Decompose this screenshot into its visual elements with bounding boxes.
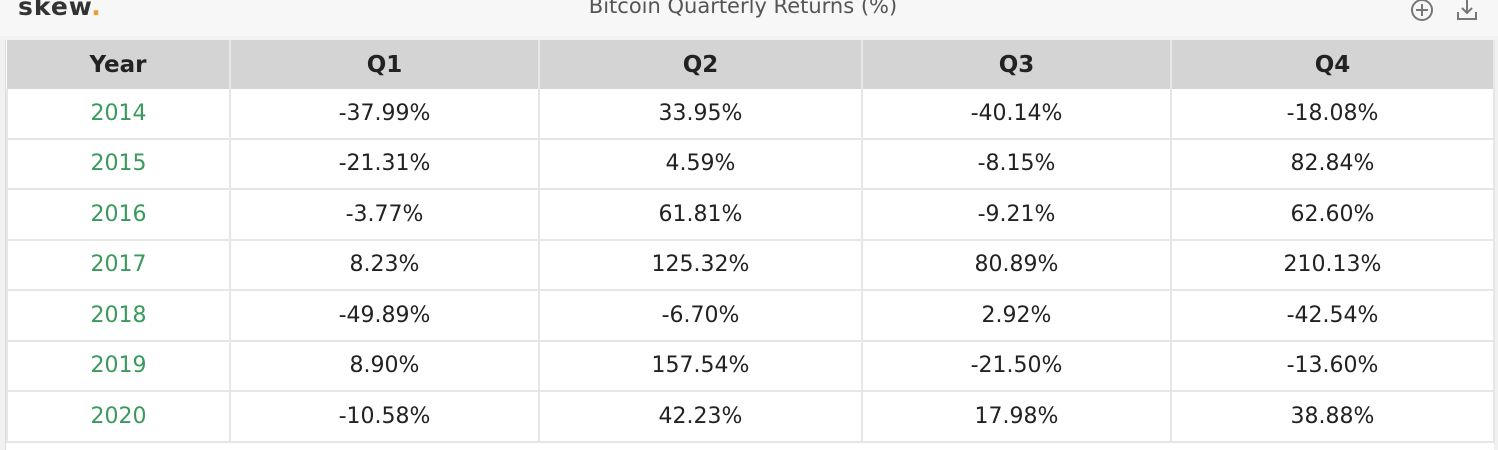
column-header: Q4 — [1171, 40, 1495, 89]
table-row: 2020 -10.58% 42.23% 17.98% 38.88% — [6, 391, 1495, 443]
return-cell: -18.08% — [1170, 89, 1495, 140]
return-cell: 210.13% — [1170, 239, 1495, 291]
return-cell: -42.54% — [1170, 290, 1495, 342]
add-icon[interactable] — [1411, 0, 1433, 21]
year-cell: 2014 — [6, 89, 231, 140]
return-cell: -21.31% — [229, 138, 540, 190]
return-cell: 8.23% — [229, 239, 540, 291]
column-header: Q2 — [539, 40, 863, 89]
return-cell: 157.54% — [538, 340, 863, 392]
return-cell: 82.84% — [1170, 138, 1495, 190]
table-row: 2019 8.90% 157.54% -21.50% -13.60% — [6, 340, 1495, 392]
return-cell: -37.99% — [229, 89, 540, 140]
return-cell: -40.14% — [861, 89, 1172, 140]
return-cell: 4.59% — [538, 138, 863, 190]
logo-name: skew — [18, 0, 92, 21]
toolbar-icons — [1411, 0, 1477, 21]
logo[interactable]: skew. — [18, 0, 102, 21]
year-cell: 2017 — [6, 239, 231, 291]
return-cell: -9.21% — [861, 189, 1172, 241]
return-cell: 61.81% — [538, 189, 863, 241]
year-cell: 2020 — [6, 391, 231, 443]
year-cell: 2016 — [6, 189, 231, 241]
year-cell: 2018 — [6, 290, 231, 342]
download-icon[interactable] — [1457, 0, 1477, 20]
returns-table: Year Q1 Q2 Q3 Q4 2014 -37.99% 33.95% -40.14% -18… — [6, 40, 1495, 443]
return-cell: -3.77% — [229, 189, 540, 241]
return-cell: -49.89% — [229, 290, 540, 342]
return-cell: -8.15% — [861, 138, 1172, 190]
return-cell: 38.88% — [1170, 391, 1495, 443]
toolbar: skew. Bitcoin Quarterly Returns (%) — [0, 0, 1498, 36]
chart-title: Bitcoin Quarterly Returns (%) — [588, 0, 898, 18]
table-container: Year Q1 Q2 Q3 Q4 2014 -37.99% 33.95% -40.14% -18… — [5, 40, 1495, 450]
table-row: 2018 -49.89% -6.70% 2.92% -42.54% — [6, 290, 1495, 342]
return-cell: 17.98% — [861, 391, 1172, 443]
table-row: 2016 -3.77% 61.81% -9.21% 62.60% — [6, 189, 1495, 241]
logo-dot: . — [91, 0, 102, 21]
table-row: 2015 -21.31% 4.59% -8.15% 82.84% — [6, 138, 1495, 190]
return-cell: -13.60% — [1170, 340, 1495, 392]
return-cell: -6.70% — [538, 290, 863, 342]
table-row: 2017 8.23% 125.32% 80.89% 210.13% — [6, 239, 1495, 291]
return-cell: -10.58% — [229, 391, 540, 443]
return-cell: 8.90% — [229, 340, 540, 392]
column-header: Q3 — [862, 40, 1172, 89]
return-cell: 2.92% — [861, 290, 1172, 342]
year-cell: 2019 — [6, 340, 231, 392]
return-cell: -21.50% — [861, 340, 1172, 392]
return-cell: 62.60% — [1170, 189, 1495, 241]
return-cell: 80.89% — [861, 239, 1172, 291]
table-row: 2014 -37.99% 33.95% -40.14% -18.08% — [6, 89, 1495, 140]
header-row: Year Q1 Q2 Q3 Q4 — [7, 40, 1495, 89]
column-header: Q1 — [230, 40, 540, 89]
column-header: Year — [7, 40, 231, 89]
return-cell: 42.23% — [538, 391, 863, 443]
return-cell: 125.32% — [538, 239, 863, 291]
year-cell: 2015 — [6, 138, 231, 190]
return-cell: 33.95% — [538, 89, 863, 140]
